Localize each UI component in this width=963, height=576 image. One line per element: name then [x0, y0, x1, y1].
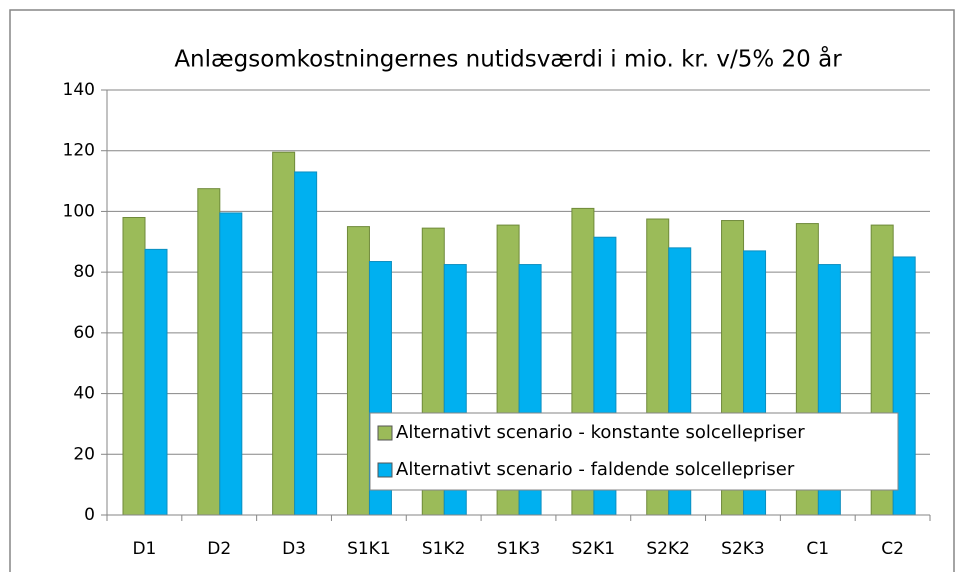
bar — [144, 248, 168, 516]
x-tick-label: D1 — [132, 539, 156, 559]
x-tick-label: S1K2 — [422, 539, 466, 559]
y-tick-label: 120 — [63, 141, 95, 161]
bar — [346, 226, 370, 516]
chart-title: Anlægsomkostningernes nutidsværdi i mio.… — [174, 45, 842, 73]
x-tick-label: S1K3 — [497, 539, 541, 559]
bar — [219, 212, 243, 516]
x-tick-label: D2 — [207, 539, 231, 559]
legend-box — [369, 412, 899, 491]
y-tick-label: 140 — [63, 80, 95, 100]
x-tick-label: C2 — [881, 539, 904, 559]
legend-label: Alternativt scenario - konstante solcell… — [396, 422, 805, 443]
x-tick-label: C1 — [806, 539, 829, 559]
x-tick-label: S2K1 — [572, 539, 616, 559]
bar — [122, 217, 146, 516]
y-tick-label: 80 — [73, 262, 95, 282]
legend-swatch — [377, 425, 393, 441]
bar — [272, 151, 296, 516]
x-tick-label: D3 — [282, 539, 306, 559]
bar — [294, 171, 318, 516]
y-tick-label: 60 — [73, 323, 95, 343]
legend-swatch — [377, 462, 393, 478]
x-tick-label: S2K3 — [721, 539, 765, 559]
x-tick-label: S2K2 — [646, 539, 690, 559]
y-tick-label: 40 — [73, 384, 95, 404]
bar — [197, 188, 221, 516]
x-tick-label: S1K1 — [347, 539, 391, 559]
legend-label: Alternativt scenario - faldende solcelle… — [396, 459, 795, 480]
y-tick-label: 0 — [84, 505, 95, 525]
y-tick-label: 100 — [63, 201, 95, 221]
y-tick-label: 20 — [73, 444, 95, 464]
